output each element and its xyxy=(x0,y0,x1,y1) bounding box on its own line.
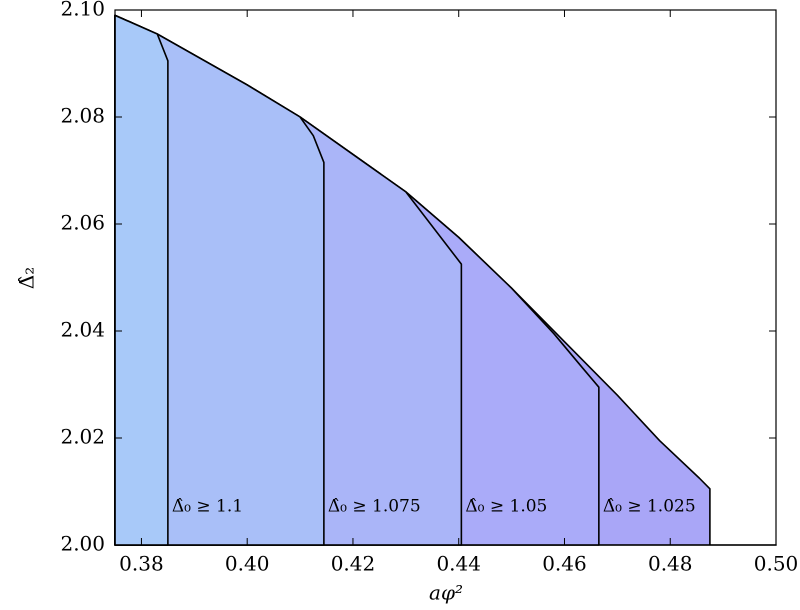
x-tick-label: 0.38 xyxy=(119,552,164,576)
x-tick-label: 0.44 xyxy=(436,552,481,576)
y-tick-label: 2.02 xyxy=(60,425,105,449)
x-tick-label: 0.46 xyxy=(542,552,587,576)
x-tick-label: 0.42 xyxy=(331,552,376,576)
y-axis-label: Δ̂₂ xyxy=(15,267,39,289)
region-label: Δ̂₀ ≥ 1.025 xyxy=(603,497,696,517)
y-tick-label: 2.08 xyxy=(60,104,105,128)
region-label: Δ̂₀ ≥ 1.1 xyxy=(172,497,243,517)
x-tick-label: 0.50 xyxy=(754,552,799,576)
x-tick-label: 0.40 xyxy=(225,552,270,576)
y-tick-label: 2.06 xyxy=(60,211,105,235)
region-label: Δ̂₀ ≥ 1.05 xyxy=(465,497,547,517)
x-axis-label: aφ² xyxy=(429,581,463,605)
y-tick-label: 2.10 xyxy=(60,0,105,21)
y-tick-label: 2.04 xyxy=(60,318,105,342)
region xyxy=(114,14,169,546)
plot-frame xyxy=(114,9,777,546)
y-tick-label: 2.00 xyxy=(60,532,105,556)
region-label: Δ̂₀ ≥ 1.075 xyxy=(328,497,421,517)
x-tick-label: 0.48 xyxy=(648,552,693,576)
